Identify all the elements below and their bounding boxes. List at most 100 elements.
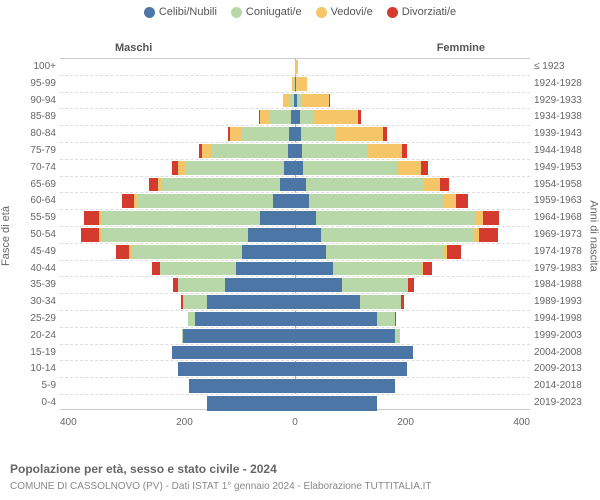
age-label: 10-14 <box>20 361 56 378</box>
age-label: 45-49 <box>20 244 56 261</box>
chart-subtitle: COMUNE DI CASSOLNOVO (PV) - Dati ISTAT 1… <box>10 481 432 492</box>
birth-year-label: 1989-1993 <box>534 294 582 311</box>
bar-segment <box>149 178 157 192</box>
age-label: 80-84 <box>20 126 56 143</box>
female-bar <box>295 194 468 208</box>
bar-segment <box>260 110 271 124</box>
birth-year-label: 2009-2013 <box>534 361 582 378</box>
bar-segment <box>395 329 400 343</box>
legend-item: Celibi/Nubili <box>144 6 217 18</box>
x-axis: 4002000200400 <box>60 417 530 428</box>
birth-year-label: 1969-1973 <box>534 227 582 244</box>
legend: Celibi/NubiliConiugati/eVedovi/eDivorzia… <box>0 0 600 20</box>
male-bar <box>228 127 295 141</box>
age-row: 40-441979-1983 <box>60 261 530 278</box>
legend-swatch <box>316 7 327 18</box>
legend-label: Vedovi/e <box>331 6 373 18</box>
bar-segment <box>321 228 474 242</box>
age-label: 50-54 <box>20 227 56 244</box>
birth-year-label: 1944-1948 <box>534 143 582 160</box>
bar-segment <box>295 161 303 175</box>
birth-year-label: 2019-2023 <box>534 395 582 412</box>
bar-segment <box>358 110 360 124</box>
age-label: 40-44 <box>20 261 56 278</box>
bar-segment <box>295 362 407 376</box>
bar-segment <box>270 110 291 124</box>
age-row: 35-391984-1988 <box>60 277 530 294</box>
bar-segment <box>295 211 316 225</box>
female-bar <box>295 245 461 259</box>
age-label: 30-34 <box>20 294 56 311</box>
bar-segment <box>172 346 295 360</box>
age-row: 70-741949-1953 <box>60 160 530 177</box>
male-bar <box>173 278 295 292</box>
bar-segment <box>377 312 395 326</box>
bar-segment <box>421 161 428 175</box>
male-bar <box>259 110 295 124</box>
age-label: 100+ <box>20 59 56 76</box>
male-bar <box>172 346 295 360</box>
age-row: 20-241999-2003 <box>60 328 530 345</box>
bar-segment <box>116 245 129 259</box>
birth-year-label: 1959-1963 <box>534 193 582 210</box>
bar-segment <box>248 228 295 242</box>
bar-segment <box>162 178 280 192</box>
bar-segment <box>178 362 296 376</box>
bar-segment <box>302 144 367 158</box>
bar-segment <box>122 194 134 208</box>
age-row: 50-541969-1973 <box>60 227 530 244</box>
male-bar <box>178 362 296 376</box>
x-tick: 200 <box>176 417 193 428</box>
bar-segment <box>295 245 326 259</box>
age-label: 60-64 <box>20 193 56 210</box>
bar-segment <box>195 312 295 326</box>
birth-year-label: ≤ 1923 <box>534 59 582 76</box>
birth-year-label: 2004-2008 <box>534 345 582 362</box>
bar-segment <box>303 161 397 175</box>
age-label: 90-94 <box>20 93 56 110</box>
age-label: 55-59 <box>20 210 56 227</box>
bar-segment <box>152 262 160 276</box>
birth-year-label: 1999-2003 <box>534 328 582 345</box>
male-bar <box>149 178 295 192</box>
bar-segment <box>183 295 207 309</box>
x-tick: 200 <box>397 417 414 428</box>
bar-segment <box>295 278 342 292</box>
male-bar <box>207 396 295 411</box>
birth-year-label: 1924-1928 <box>534 76 582 93</box>
bar-segment <box>178 161 185 175</box>
bar-segment <box>383 127 387 141</box>
bar-segment <box>326 245 444 259</box>
plot-area: 100+≤ 192395-991924-192890-941929-193385… <box>60 58 530 410</box>
age-row: 5-92014-2018 <box>60 378 530 395</box>
bar-segment <box>295 228 321 242</box>
bar-segment <box>342 278 407 292</box>
age-row: 25-291994-1998 <box>60 311 530 328</box>
bar-segment <box>397 161 421 175</box>
bar-segment <box>188 312 195 326</box>
bar-segment <box>242 245 295 259</box>
chart-title: Popolazione per età, sesso e stato civil… <box>10 462 277 476</box>
column-header-female: Femmine <box>437 42 485 54</box>
bar-segment <box>295 262 333 276</box>
age-row: 100+≤ 1923 <box>60 59 530 76</box>
bar-segment <box>202 144 211 158</box>
age-label: 65-69 <box>20 177 56 194</box>
bar-segment <box>408 278 414 292</box>
bar-segment <box>160 262 236 276</box>
female-bar <box>295 262 432 276</box>
bar-segment <box>101 211 260 225</box>
birth-year-label: 1939-1943 <box>534 126 582 143</box>
bar-segment <box>296 77 307 91</box>
female-bar <box>295 362 407 376</box>
male-bar <box>84 211 295 225</box>
bar-segment <box>280 178 295 192</box>
female-bar <box>295 60 298 74</box>
birth-year-label: 1954-1958 <box>534 177 582 194</box>
age-row: 10-142009-2013 <box>60 361 530 378</box>
female-bar <box>295 295 404 309</box>
female-bar <box>295 178 449 192</box>
bar-segment <box>444 194 456 208</box>
age-label: 70-74 <box>20 160 56 177</box>
x-tick: 0 <box>292 417 298 428</box>
